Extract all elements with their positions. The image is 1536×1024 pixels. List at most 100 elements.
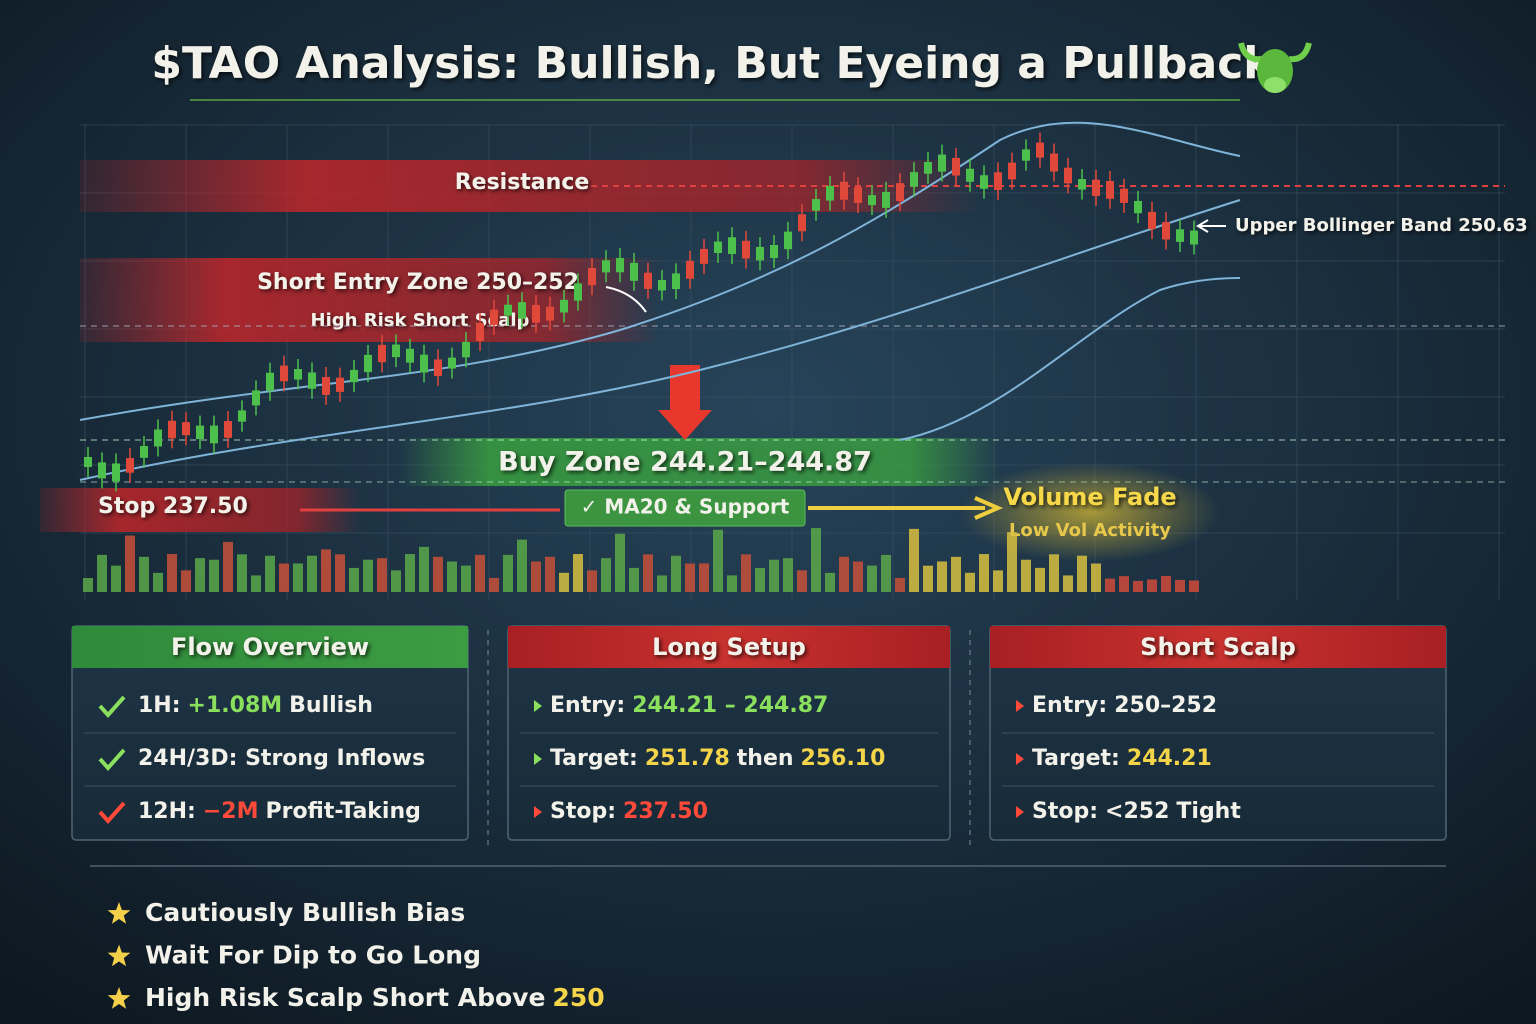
candle — [364, 354, 372, 373]
bullet-icon — [534, 753, 542, 765]
candle — [308, 372, 316, 389]
candle — [518, 302, 526, 319]
text-part: High Risk Scalp Short Above — [145, 983, 545, 1012]
takeaway: Cautiously Bullish Bias — [145, 898, 465, 927]
panels: Flow Overview 1H: +1.08M Bullish 24H/3D: Str… — [71, 625, 1447, 841]
volume-bar — [349, 567, 359, 592]
resistance-label: Resistance — [455, 170, 590, 195]
panel-item: 12H: −2M Profit-Taking — [138, 799, 421, 824]
down-arrow — [658, 365, 712, 440]
bullet-icon — [1016, 700, 1024, 712]
volume-bar — [83, 578, 93, 592]
volume-bar — [433, 556, 443, 592]
candle — [546, 306, 554, 321]
candle — [952, 157, 960, 176]
volume-bar — [279, 563, 289, 592]
candle — [1064, 167, 1072, 184]
volume-bar — [1105, 578, 1115, 592]
text-part: Wait For Dip to Go Long — [145, 941, 481, 970]
text-part: Stop: — [1032, 799, 1098, 824]
text-part: 24H/3D: Strong Inflows — [138, 746, 425, 771]
panel-item: Entry: 250–252 — [1032, 693, 1217, 718]
volume-bar — [195, 558, 205, 592]
volume-bar — [1049, 554, 1059, 592]
volume-bar — [391, 570, 401, 592]
buy-zone — [400, 438, 1000, 486]
volume-bar — [951, 556, 961, 592]
text-part: Bullish — [289, 693, 373, 718]
candle — [840, 181, 848, 200]
text-part: 244.21 — [1127, 746, 1212, 771]
candle — [266, 372, 274, 391]
short-entry-note: High Risk Short Scalp — [311, 310, 530, 331]
bull-icon — [1238, 42, 1312, 93]
volume-bar — [489, 577, 499, 592]
ma20-box — [564, 489, 806, 527]
volume-bar — [573, 554, 583, 592]
candle — [924, 161, 932, 174]
text-part: 256.10 — [801, 746, 886, 771]
candle — [1008, 162, 1016, 180]
volume-bar — [727, 575, 737, 592]
volume-bar — [461, 565, 471, 592]
candle — [686, 260, 694, 279]
candle — [770, 244, 778, 259]
panel-item: Target: 244.21 — [1032, 746, 1212, 771]
candle — [658, 280, 666, 291]
candle — [574, 283, 582, 301]
candle — [700, 248, 708, 264]
volume-bar — [111, 565, 121, 592]
text-part: 237.50 — [623, 799, 708, 824]
candle — [210, 425, 218, 444]
volume-note: Low Vol Activity — [1009, 520, 1171, 541]
panel-header — [508, 626, 950, 668]
volume-bar — [783, 558, 793, 592]
candle — [882, 191, 890, 208]
candle — [1106, 181, 1114, 199]
star-icon — [107, 987, 131, 1009]
stop-label: Stop 237.50 — [98, 494, 248, 519]
panel-title: Long Setup — [652, 633, 806, 661]
volume-bar — [587, 570, 597, 592]
candle — [294, 369, 302, 380]
volume-bar — [979, 554, 989, 592]
star-icon — [107, 944, 131, 967]
candle — [532, 304, 540, 323]
text-part: then — [737, 746, 794, 771]
candle — [994, 172, 1002, 191]
candle — [140, 446, 148, 458]
candle — [490, 309, 498, 326]
candle — [1190, 230, 1198, 245]
takeaway: High Risk Scalp Short Above 250 — [145, 983, 605, 1012]
candle — [84, 457, 92, 467]
candle — [182, 422, 190, 436]
volume-bar — [1035, 567, 1045, 592]
volume-bar — [713, 529, 723, 592]
candle — [966, 168, 974, 182]
panel-title: Flow Overview — [171, 633, 369, 661]
upper-band — [79, 121, 1241, 421]
volume-bar — [223, 541, 233, 592]
candle — [798, 214, 806, 232]
panel-header — [990, 626, 1446, 668]
panel-title: Short Scalp — [1140, 633, 1296, 661]
text-part: 251.78 — [645, 746, 730, 771]
volume-bar — [377, 558, 387, 592]
candle — [238, 410, 246, 422]
volume-bar — [657, 575, 667, 592]
candle — [462, 341, 470, 358]
text-part: +1.08M — [188, 693, 283, 718]
buy-zone-label: Buy Zone 244.21–244.87 — [498, 447, 872, 478]
volume-bar — [251, 575, 261, 592]
volume-bar — [1175, 579, 1185, 592]
check-icon — [98, 695, 126, 719]
panel-item: 24H/3D: Strong Inflows — [138, 746, 425, 771]
candle — [854, 187, 862, 203]
volume-bar — [153, 572, 163, 592]
volume-bar — [265, 555, 275, 592]
middle-band — [79, 199, 1241, 481]
volume-bar — [335, 554, 345, 592]
volume-bar — [839, 556, 849, 592]
volume-bar — [405, 554, 415, 592]
text-part: 244.21 – 244.87 — [632, 693, 828, 718]
